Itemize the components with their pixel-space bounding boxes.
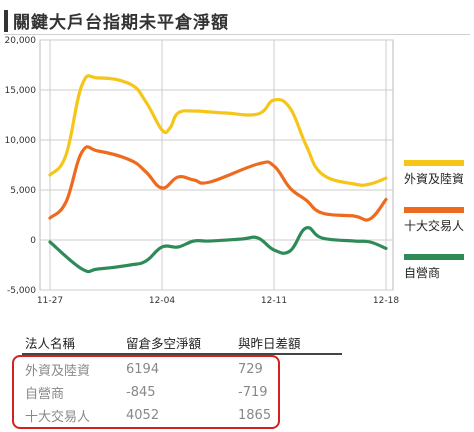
row-net: 6194	[126, 362, 160, 377]
header-net: 留倉多空淨額	[126, 335, 202, 351]
legend-swatch-top10	[404, 207, 464, 213]
table-row: 外資及陸資 6194 729	[22, 358, 342, 381]
row-net: 4052	[126, 408, 160, 423]
x-tick-label: 12-04	[149, 296, 175, 306]
row-name: 自營商	[25, 387, 65, 402]
row-diff: 729	[238, 362, 263, 377]
x-tick-label: 12-11	[261, 296, 287, 306]
row-diff: -719	[238, 385, 268, 400]
title-marker	[4, 9, 8, 32]
legend-item-dealer: 自營商	[404, 254, 474, 281]
legend-swatch-foreign	[404, 160, 464, 166]
table-header: 法人名稱 留倉多空淨額 與昨日差額	[22, 331, 342, 355]
x-tick-label: 12-18	[373, 296, 399, 306]
summary-table: 法人名稱 留倉多空淨額 與昨日差額 外資及陸資 6194 729 自營商 -84…	[22, 331, 342, 427]
legend-swatch-dealer	[404, 254, 464, 260]
highlight-annotation	[12, 355, 280, 429]
series-line-foreign	[48, 74, 388, 187]
legend-item-top10: 十大交易人	[404, 207, 474, 234]
title-bar: 關鍵大戶台指期未平倉淨額	[4, 8, 229, 33]
y-tick-label: 10,000	[5, 136, 37, 146]
chart-legend: 外資及陸資 十大交易人 自營商	[404, 160, 474, 281]
row-net: -845	[126, 385, 156, 400]
x-tick-label: 11-27	[37, 296, 63, 306]
header-name: 法人名稱	[25, 335, 76, 351]
chart-series	[48, 74, 388, 274]
title-divider	[4, 34, 470, 35]
header-diff: 與昨日差額	[238, 335, 301, 351]
legend-label-dealer: 自營商	[404, 266, 441, 280]
page-title: 關鍵大戶台指期未平倉淨額	[13, 13, 229, 33]
legend-label-foreign: 外資及陸資	[404, 172, 465, 186]
table-row: 自營商 -845 -719	[22, 381, 342, 404]
y-tick-label: 15,000	[5, 86, 37, 96]
y-tick-label: 20,000	[5, 36, 37, 46]
row-diff: 1865	[238, 408, 272, 423]
table-row: 十大交易人 4052 1865	[22, 404, 342, 427]
legend-item-foreign: 外資及陸資	[404, 160, 474, 187]
y-tick-label: 0	[30, 236, 36, 246]
series-line-dealer	[48, 226, 388, 274]
series-line-top10	[48, 145, 388, 222]
y-tick-label: 5,000	[10, 186, 36, 196]
row-name: 外資及陸資	[25, 364, 91, 379]
legend-label-top10: 十大交易人	[404, 219, 465, 233]
row-name: 十大交易人	[25, 410, 91, 425]
y-tick-label: -5,000	[7, 286, 36, 296]
